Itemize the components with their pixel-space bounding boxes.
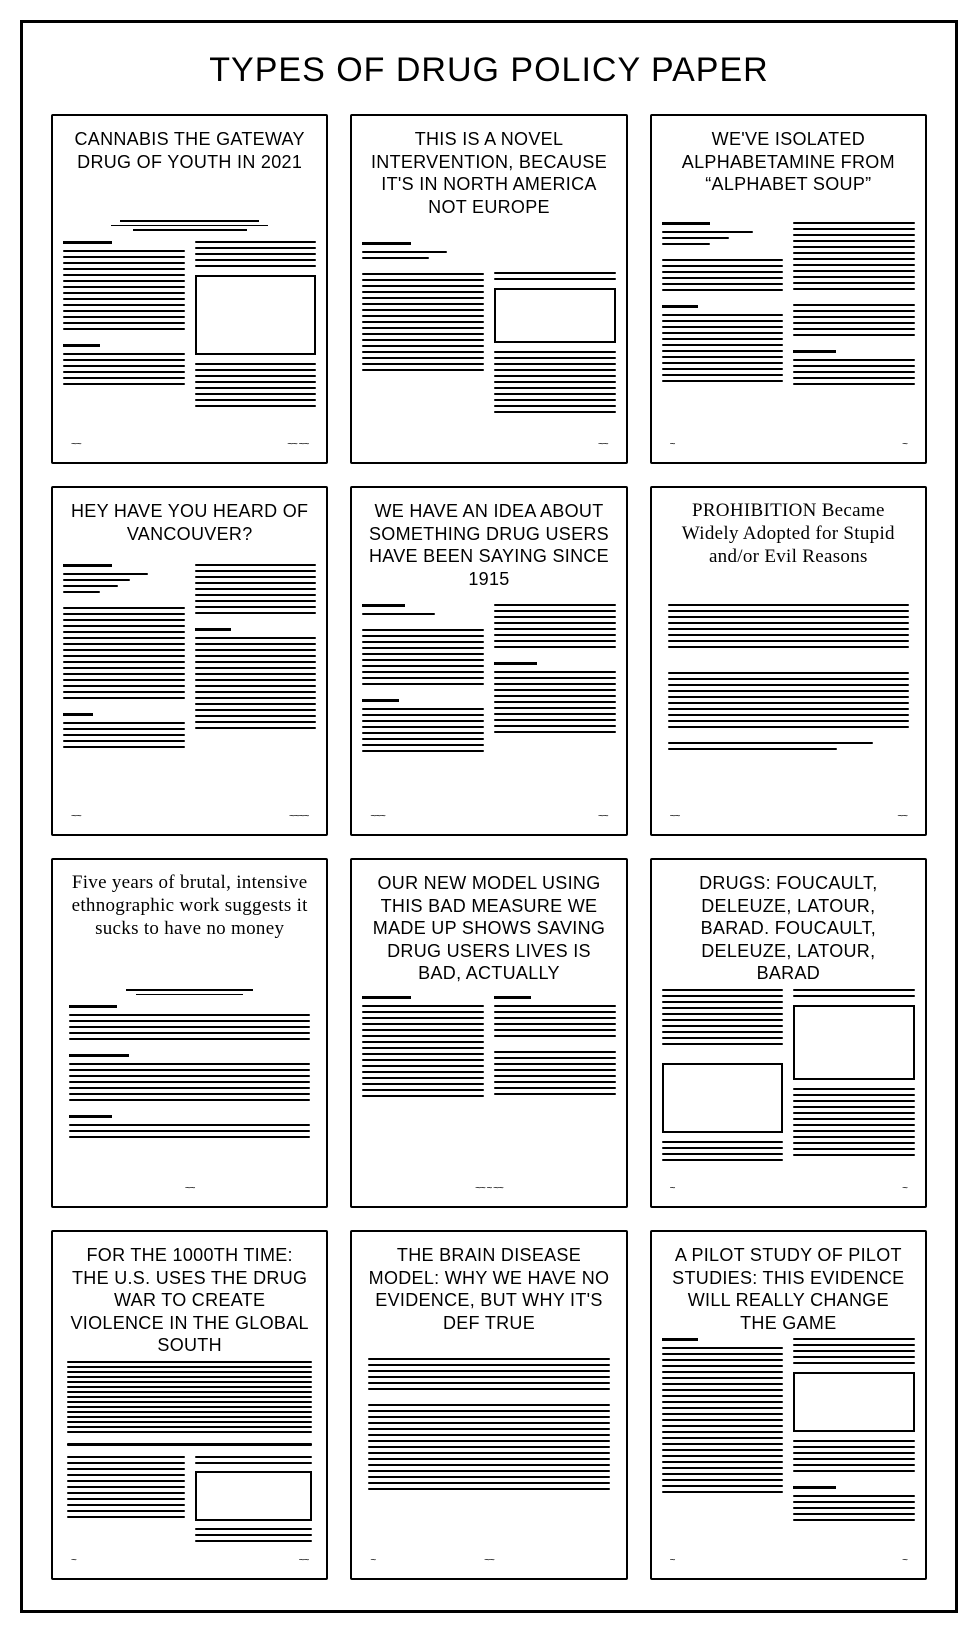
paper-body: ~~ bbox=[362, 222, 615, 454]
page-squiggle: ~~ bbox=[185, 1183, 195, 1194]
paper-p8: OUR NEW MODEL USING THIS BAD MEASURE WE … bbox=[350, 858, 627, 1208]
paper-p2: THIS IS A NOVEL INTERVENTION, BECAUSE IT… bbox=[350, 114, 627, 464]
paper-title: THIS IS A NOVEL INTERVENTION, BECAUSE IT… bbox=[362, 128, 615, 218]
paper-p9: DRUGS: FOUCAULT, DELEUZE, LATOUR, BARAD.… bbox=[650, 858, 927, 1208]
paper-body: ~~ ~~ bbox=[662, 594, 915, 826]
paper-body: ~~ ~~ ~~ bbox=[63, 241, 316, 455]
paper-title: HEY HAVE YOU HEARD OF VANCOUVER? bbox=[63, 500, 316, 560]
figure-box bbox=[195, 275, 317, 355]
paper-p1: CANNABIS THE GATEWAY DRUG OF YOUTH IN 20… bbox=[51, 114, 328, 464]
page-squiggle: ~~~~ bbox=[289, 811, 308, 822]
paper-title: A PILOT STUDY OF PILOT STUDIES: THIS EVI… bbox=[662, 1244, 915, 1334]
page-squiggle: ~ bbox=[902, 1555, 907, 1566]
paper-p11: THE BRAIN DISEASE MODEL: WHY WE HAVE NO … bbox=[350, 1230, 627, 1580]
paper-p7: Five years of brutal, intensive ethnogra… bbox=[51, 858, 328, 1208]
page-squiggle: ~ bbox=[670, 1183, 675, 1194]
paper-body: ~~~ ~~ bbox=[362, 594, 615, 826]
main-title: TYPES OF DRUG POLICY PAPER bbox=[51, 51, 927, 90]
page-squiggle: ~~ bbox=[598, 439, 608, 450]
abstract-block bbox=[63, 220, 316, 231]
comic-frame: TYPES OF DRUG POLICY PAPER CANNABIS THE … bbox=[20, 20, 958, 1613]
page-squiggle: ~ bbox=[370, 1555, 375, 1566]
paper-body: ~ ~ bbox=[662, 989, 915, 1199]
paper-body: ~ ~~ bbox=[63, 1361, 316, 1571]
page-squiggle: ~~ ~~ bbox=[287, 439, 308, 450]
page-squiggle: ~~ bbox=[670, 811, 680, 822]
page-squiggle: ~~ bbox=[71, 811, 81, 822]
paper-title: DRUGS: FOUCAULT, DELEUZE, LATOUR, BARAD.… bbox=[662, 872, 915, 985]
paper-title: THE BRAIN DISEASE MODEL: WHY WE HAVE NO … bbox=[362, 1244, 615, 1334]
page-squiggle: ~~ bbox=[484, 1555, 494, 1566]
page-squiggle: ~~ bbox=[71, 439, 81, 450]
paper-p12: A PILOT STUDY OF PILOT STUDIES: THIS EVI… bbox=[650, 1230, 927, 1580]
page-squiggle: ~~ bbox=[299, 1555, 309, 1566]
figure-box bbox=[195, 1471, 313, 1521]
page-squiggle: ~~ ~ ~~ bbox=[475, 1183, 503, 1194]
paper-title: WE HAVE AN IDEA ABOUT SOMETHING DRUG USE… bbox=[362, 500, 615, 590]
paper-title: PROHIBITION Became Widely Adopted for St… bbox=[662, 500, 915, 590]
paper-body: ~ ~ bbox=[662, 1338, 915, 1570]
figure-box bbox=[662, 1063, 784, 1133]
paper-p3: WE'VE ISOLATED ALPHABETAMINE FROM “ALPHA… bbox=[650, 114, 927, 464]
paper-p6: PROHIBITION Became Widely Adopted for St… bbox=[650, 486, 927, 836]
paper-title: OUR NEW MODEL USING THIS BAD MEASURE WE … bbox=[362, 872, 615, 992]
abstract-block bbox=[63, 989, 316, 995]
paper-title: FOR THE 1000TH TIME: THE U.S. USES THE D… bbox=[63, 1244, 316, 1357]
figure-box bbox=[793, 1005, 915, 1080]
page-squiggle: ~~ bbox=[897, 811, 907, 822]
paper-p10: FOR THE 1000TH TIME: THE U.S. USES THE D… bbox=[51, 1230, 328, 1580]
page-squiggle: ~ bbox=[71, 1555, 76, 1566]
paper-body: ~~ bbox=[63, 1005, 316, 1198]
paper-title: Five years of brutal, intensive ethnogra… bbox=[63, 872, 316, 987]
paper-grid: CANNABIS THE GATEWAY DRUG OF YOUTH IN 20… bbox=[51, 114, 927, 1580]
page-squiggle: ~ bbox=[902, 1183, 907, 1194]
paper-p4: HEY HAVE YOU HEARD OF VANCOUVER? bbox=[51, 486, 328, 836]
page-squiggle: ~~~ bbox=[370, 811, 385, 822]
paper-body: ~~ ~~~~ bbox=[63, 564, 316, 826]
paper-p5: WE HAVE AN IDEA ABOUT SOMETHING DRUG USE… bbox=[350, 486, 627, 836]
paper-title: WE'VE ISOLATED ALPHABETAMINE FROM “ALPHA… bbox=[662, 128, 915, 218]
paper-body: ~ ~~ bbox=[362, 1338, 615, 1570]
page-squiggle: ~~ bbox=[598, 811, 608, 822]
page-squiggle: ~ bbox=[670, 1555, 675, 1566]
figure-box bbox=[793, 1372, 915, 1432]
paper-body: ~~ ~ ~~ bbox=[362, 996, 615, 1198]
figure-box bbox=[494, 288, 616, 343]
paper-body: ~ ~ bbox=[662, 222, 915, 454]
page-squiggle: ~ bbox=[902, 439, 907, 450]
paper-title: CANNABIS THE GATEWAY DRUG OF YOUTH IN 20… bbox=[63, 128, 316, 218]
page-squiggle: ~ bbox=[670, 439, 675, 450]
